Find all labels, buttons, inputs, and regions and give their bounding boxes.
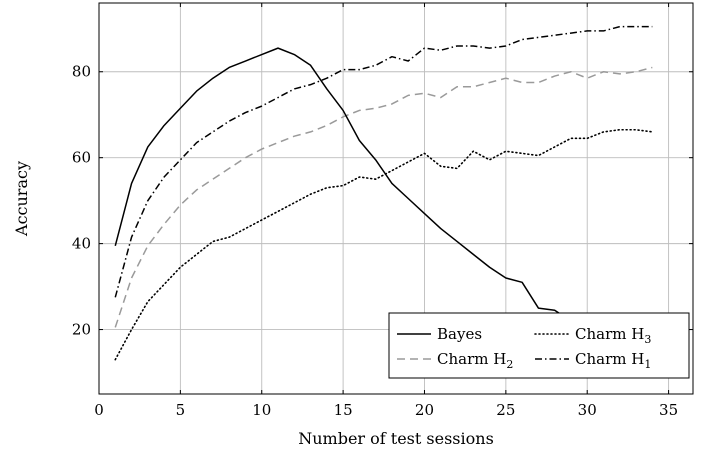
x-tick-label: 10 [252, 401, 271, 419]
x-tick-label: 0 [94, 401, 104, 419]
legend-label-bayes: Bayes [437, 325, 482, 343]
legend: Bayes Charm H3 Charm H2 Charm H1 [389, 313, 689, 378]
y-axis-label: Accuracy [12, 161, 31, 237]
x-tick-label: 5 [176, 401, 186, 419]
y-tick-label: 20 [72, 321, 91, 339]
legend-label-charm-h3: Charm H3 [575, 325, 651, 346]
series-line-bayes [115, 48, 652, 349]
series-layer [115, 27, 652, 360]
x-tick-label: 20 [415, 401, 434, 419]
x-axis-label: Number of test sessions [298, 429, 494, 448]
legend-label-charm-h2: Charm H2 [437, 350, 513, 371]
x-tick-label: 25 [496, 401, 515, 419]
y-tick-label: 40 [72, 235, 91, 253]
series-line-charm-h1 [115, 27, 652, 298]
y-tick-label: 80 [72, 63, 91, 81]
x-tick-label: 35 [659, 401, 678, 419]
series-line-charm-h2 [115, 67, 652, 327]
x-tick-label: 30 [578, 401, 597, 419]
y-tick-label: 60 [72, 149, 91, 167]
legend-label-charm-h1: Charm H1 [575, 350, 651, 371]
x-tick-label: 15 [334, 401, 353, 419]
